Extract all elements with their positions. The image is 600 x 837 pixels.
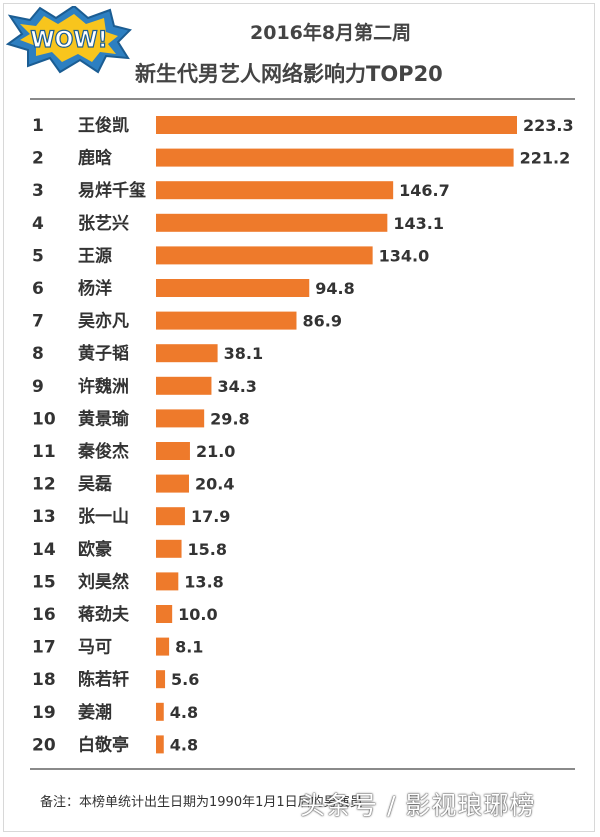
value-label: 17.9 [191, 507, 230, 526]
category-label: 许魏洲 [78, 376, 129, 397]
rank-label: 3 [32, 181, 44, 201]
rank-label: 7 [32, 312, 44, 332]
value-label: 38.1 [224, 344, 263, 363]
bar [156, 735, 164, 754]
value-label: 34.3 [217, 377, 256, 396]
bar [156, 311, 297, 330]
value-label: 8.1 [175, 638, 203, 657]
category-label: 姜潮 [78, 702, 112, 723]
category-label: 白敬亭 [78, 734, 129, 755]
rank-label: 13 [32, 507, 56, 527]
wow-comic-burst-icon: WOW! [6, 6, 132, 74]
value-label: 10.0 [178, 605, 217, 624]
rank-label: 15 [32, 572, 56, 592]
bar [156, 148, 514, 167]
bar [156, 116, 517, 134]
bar [156, 279, 310, 297]
bar [156, 344, 218, 363]
rank-label: 5 [32, 246, 44, 266]
rank-label: 19 [32, 703, 56, 723]
bar [156, 507, 185, 526]
category-label: 杨洋 [78, 278, 112, 299]
rank-label: 6 [32, 279, 44, 299]
footer-divider [30, 768, 575, 770]
bar [156, 181, 394, 200]
rank-label: 8 [32, 344, 44, 364]
category-label: 马可 [78, 638, 112, 658]
bar [156, 246, 373, 265]
rank-label: 10 [32, 409, 56, 429]
bar [156, 572, 179, 591]
category-label: 吴亦凡 [78, 311, 129, 332]
category-label: 张艺兴 [78, 213, 129, 234]
category-label: 黄景瑜 [78, 408, 130, 429]
category-label: 鹿晗 [78, 148, 112, 169]
chart-subtitle: 新生代男艺人网络影响力TOP20 [135, 62, 443, 86]
bar [156, 702, 164, 721]
bar [156, 539, 182, 558]
value-label: 5.6 [171, 670, 199, 689]
bar [156, 637, 170, 656]
category-label: 吴磊 [78, 475, 112, 495]
rank-label: 20 [32, 735, 56, 755]
value-label: 223.3 [523, 116, 574, 135]
chart-title: 2016年8月第二周 [250, 22, 412, 44]
category-label: 蒋劲夫 [78, 604, 130, 625]
value-label: 86.9 [302, 312, 341, 331]
bar [156, 474, 189, 493]
value-label: 20.4 [195, 475, 234, 494]
category-label: 张一山 [78, 507, 129, 527]
rank-label: 16 [32, 605, 56, 625]
rank-label: 1 [32, 116, 44, 136]
bar [156, 442, 190, 460]
logo-text: WOW! [30, 28, 107, 53]
footnote: 备注：本榜单统计出生日期为1990年1月1日后的男演员 [40, 795, 363, 810]
category-label: 欧豪 [78, 539, 112, 560]
rank-label: 11 [32, 442, 56, 462]
value-label: 134.0 [379, 246, 430, 265]
rank-label: 17 [32, 638, 56, 658]
category-label: 刘昊然 [78, 571, 129, 592]
bar [156, 213, 388, 232]
header-divider [30, 98, 575, 100]
value-label: 94.8 [315, 279, 354, 298]
value-label: 21.0 [196, 442, 235, 461]
bar [156, 670, 166, 689]
value-label: 13.8 [184, 572, 223, 591]
rank-label: 2 [32, 149, 44, 169]
rank-label: 14 [32, 540, 56, 560]
logo-burst-inner [20, 14, 118, 62]
bar [156, 409, 205, 428]
value-label: 146.7 [399, 181, 450, 200]
value-label: 143.1 [393, 214, 444, 233]
rank-label: 4 [32, 214, 44, 234]
chart-frame [3, 3, 595, 832]
category-label: 王俊凯 [78, 115, 129, 136]
rank-label: 18 [32, 670, 56, 690]
category-label: 黄子韬 [78, 343, 129, 364]
category-label: 易烊千玺 [78, 180, 146, 201]
value-label: 221.2 [520, 149, 571, 168]
value-label: 4.8 [170, 703, 198, 722]
watermark: 头条号 / 影视琅琊榜 [300, 791, 536, 820]
bar [156, 605, 173, 623]
value-label: 29.8 [210, 409, 249, 428]
rank-label: 9 [32, 377, 44, 397]
category-label: 秦俊杰 [78, 441, 129, 462]
category-label: 陈若轩 [78, 669, 129, 690]
rank-label: 12 [32, 475, 56, 495]
value-label: 4.8 [170, 735, 198, 754]
value-label: 15.8 [188, 540, 227, 559]
bar [156, 376, 212, 395]
category-label: 王源 [78, 245, 112, 266]
